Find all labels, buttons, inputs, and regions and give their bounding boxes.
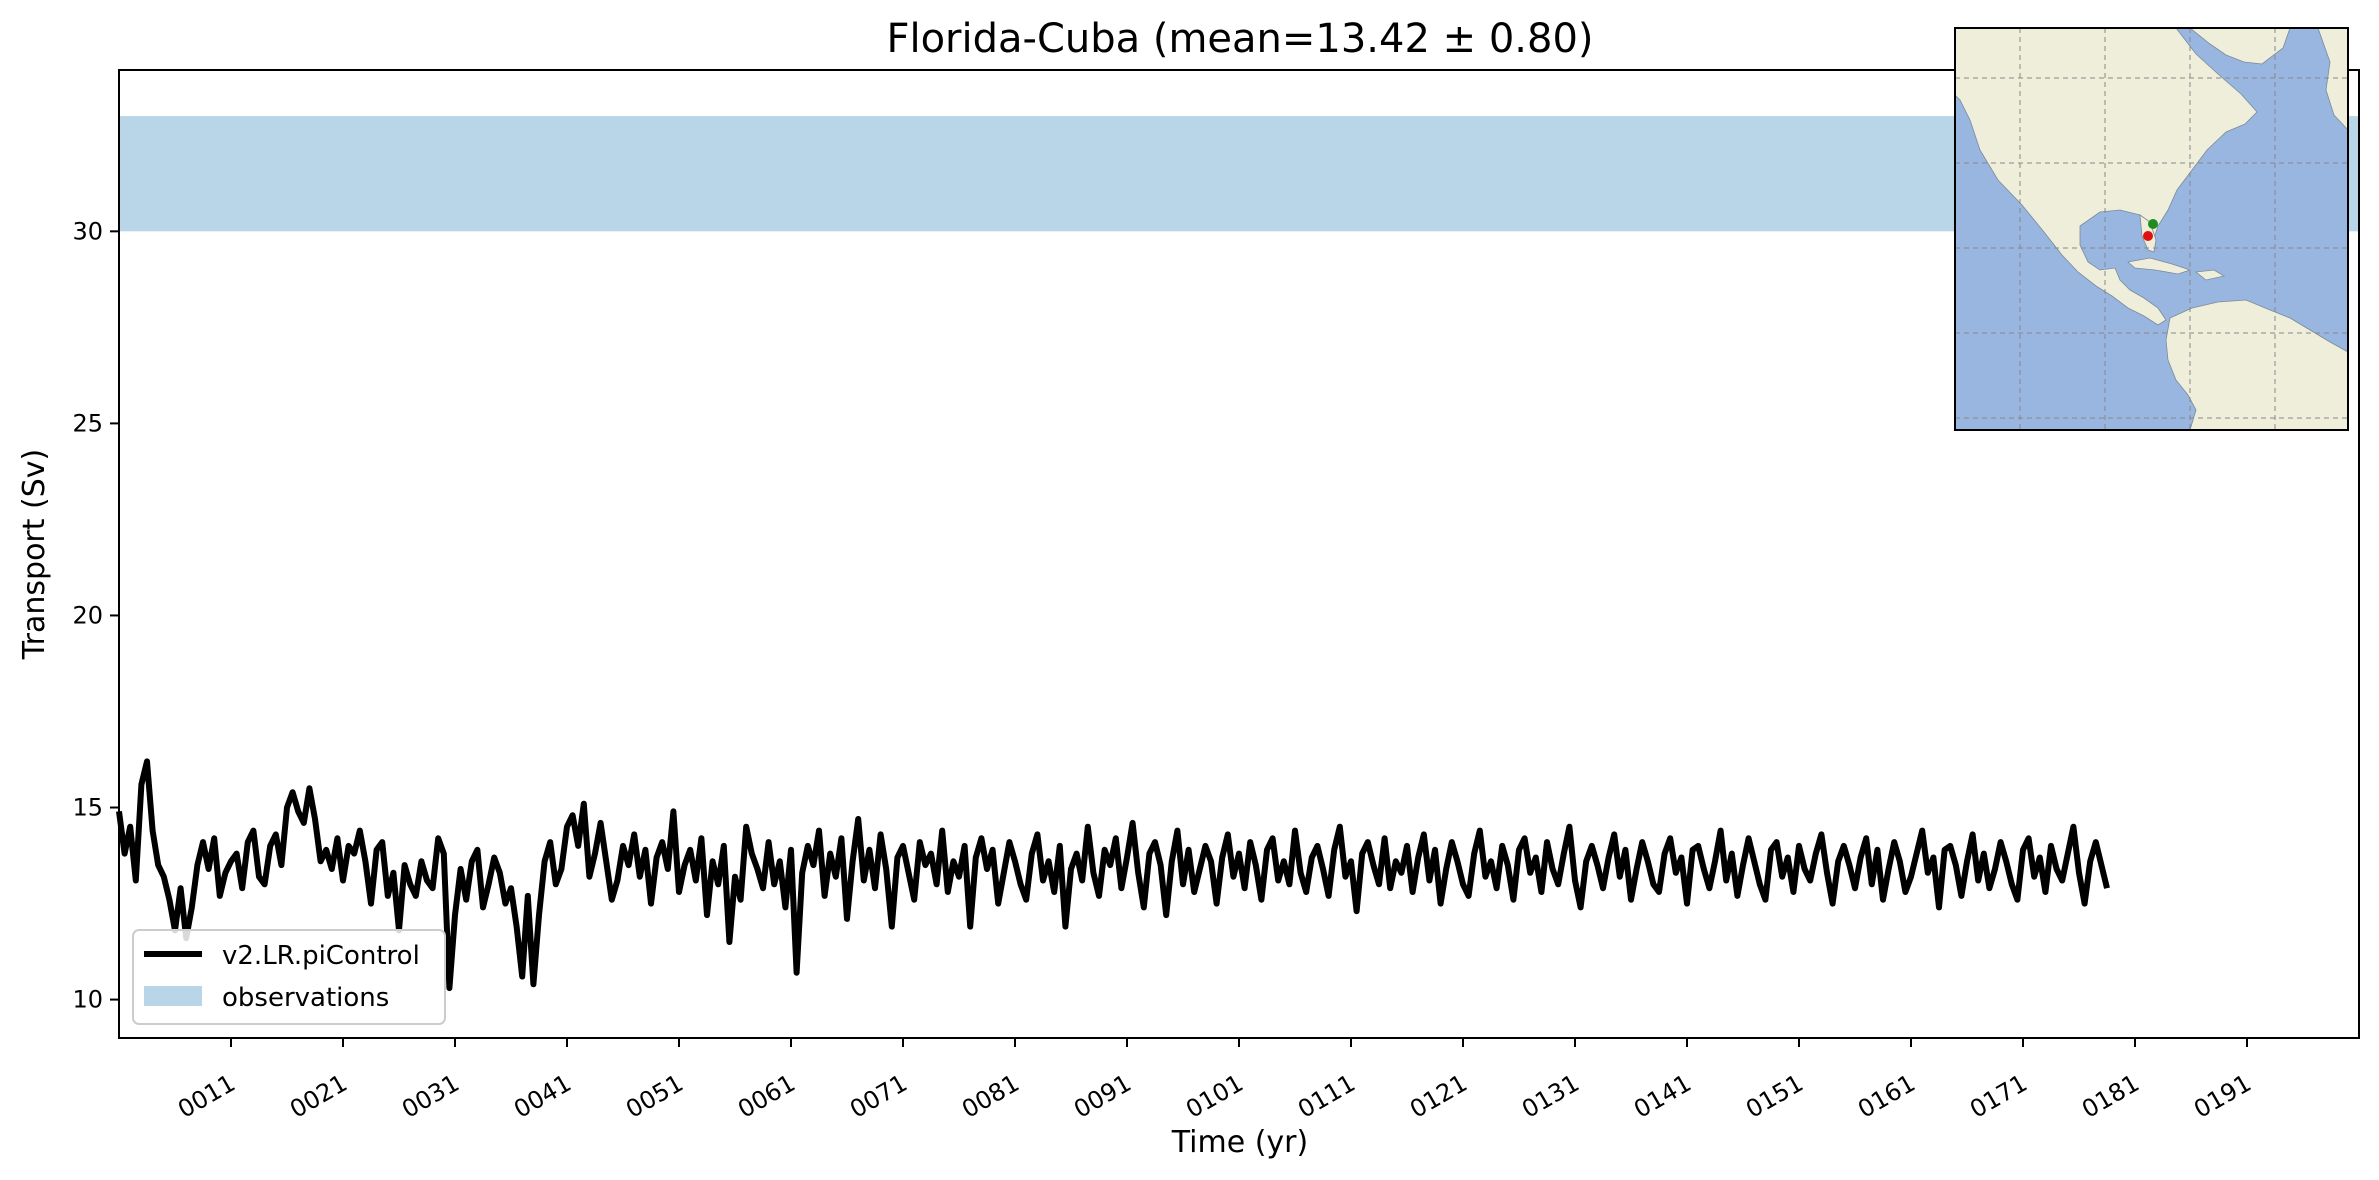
- y-axis-ticks: 10 15 20 25 30: [72, 217, 119, 1014]
- map-gridlines: [1955, 28, 2348, 430]
- chart-title: Florida-Cuba (mean=13.42 ± 0.80): [886, 16, 1593, 62]
- y-tick-label: 30: [72, 217, 103, 245]
- y-tick-label: 10: [72, 986, 103, 1014]
- y-tick-label: 25: [72, 409, 103, 437]
- map-landmass-cuba: [2127, 257, 2192, 275]
- legend-box: [132, 929, 446, 1025]
- map-marker-red: [2143, 231, 2153, 241]
- x-axis-label: Time (yr): [1171, 1125, 1308, 1160]
- y-tick-label: 15: [72, 794, 103, 822]
- legend-swatch-band: [144, 986, 202, 1006]
- series-lines: [116, 758, 2110, 992]
- y-axis-label: Transport (Sv): [17, 449, 52, 661]
- inset-map-frame: [1954, 27, 2349, 431]
- map-landmass-europe-edge: [2317, 28, 2348, 131]
- map-landmass-north-america: [1955, 28, 2258, 326]
- series-line-0: [116, 758, 2110, 992]
- y-tick-label: 20: [72, 601, 103, 629]
- map-landmass-hispaniola: [2194, 269, 2226, 281]
- map-marker-green: [2148, 219, 2158, 229]
- legend: v2.LR.piControl observations: [132, 929, 446, 1025]
- inset-map: [1954, 27, 2349, 431]
- map-landmass-greenland: [2189, 28, 2291, 65]
- legend-label-series: v2.LR.piControl: [222, 941, 420, 971]
- legend-label-band: observations: [222, 983, 389, 1013]
